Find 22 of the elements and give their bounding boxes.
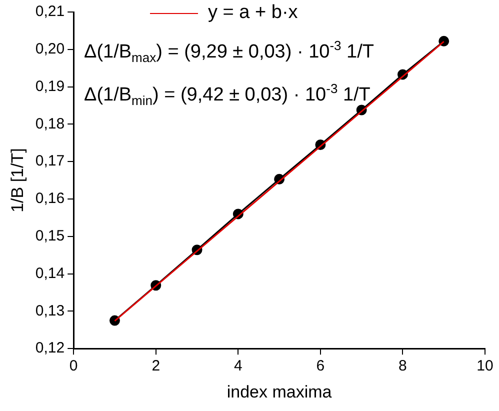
legend-label: y = a + b·x: [208, 2, 298, 24]
y-tick-label: 0,17: [35, 152, 65, 170]
y-tick-label: 0,21: [35, 3, 65, 20]
x-tick-label: 0: [69, 358, 78, 375]
y-tick-label: 0,19: [35, 78, 65, 95]
y-tick-label: 0,12: [35, 340, 65, 357]
x-tick-label: 4: [234, 358, 242, 375]
x-tick-label: 8: [398, 358, 407, 375]
x-tick-label: 10: [476, 358, 494, 375]
y-tick-label: 0,13: [35, 302, 65, 320]
y-tick-label: 0,18: [35, 115, 65, 132]
annotation: Δ(1/B$_{max}$) = (9,29 ± 0,03) · 10$^{-3}$ 1/T: [84, 37, 374, 68]
annotation: Δ(1/B$_{min}$) = (9,42 ± 0,03) · 10$^{-3}$ 1/T: [84, 80, 372, 110]
x-tick-label: 2: [152, 358, 160, 375]
x-tick-label: 6: [316, 358, 325, 375]
point: [438, 36, 450, 46]
y-axis-title: 1/B [1/T]: [8, 148, 27, 212]
y-tick-label: 0,15: [35, 228, 65, 245]
y-tick-label: 0,20: [35, 40, 65, 58]
y-tick-label: 0,16: [35, 190, 65, 208]
x-axis-title: index maxima: [226, 382, 332, 402]
y-tick-label: 0,14: [35, 264, 65, 282]
